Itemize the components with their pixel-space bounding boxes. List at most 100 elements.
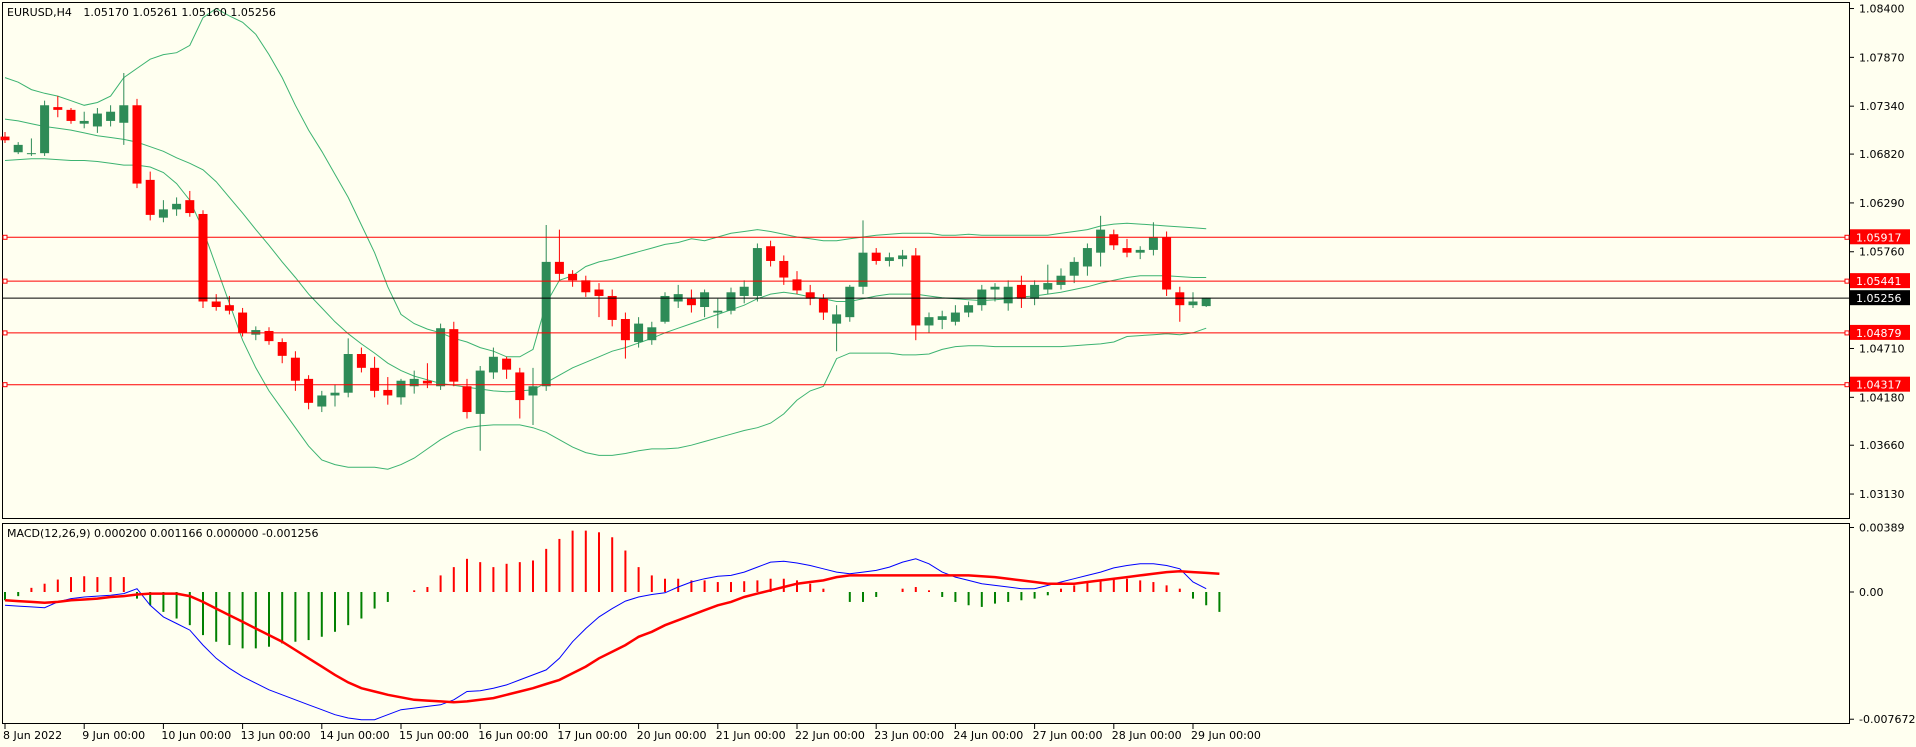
bullish-candle[interactable] bbox=[1069, 257, 1079, 284]
bearish-candle[interactable] bbox=[449, 321, 459, 387]
bearish-candle[interactable] bbox=[1109, 229, 1119, 250]
level-anchor-right[interactable] bbox=[1844, 330, 1850, 336]
bullish-candle[interactable] bbox=[924, 312, 934, 333]
bearish-candle[interactable] bbox=[620, 312, 630, 359]
bullish-candle[interactable] bbox=[752, 243, 762, 302]
bearish-candle[interactable] bbox=[568, 270, 578, 287]
bullish-candle[interactable] bbox=[436, 323, 446, 390]
bullish-candle[interactable] bbox=[713, 298, 723, 329]
bearish-candle[interactable] bbox=[370, 356, 380, 398]
bearish-candle[interactable] bbox=[779, 255, 789, 285]
bullish-candle[interactable] bbox=[13, 142, 23, 155]
bullish-candle[interactable] bbox=[119, 73, 129, 145]
bullish-candle[interactable] bbox=[396, 378, 406, 405]
bearish-candle[interactable] bbox=[277, 338, 287, 364]
bullish-candle[interactable] bbox=[739, 280, 749, 304]
level-anchor-left[interactable] bbox=[2, 234, 8, 240]
bullish-candle[interactable] bbox=[172, 197, 182, 216]
bearish-candle[interactable] bbox=[911, 248, 921, 341]
level-price-tag[interactable] bbox=[1850, 376, 1910, 392]
candles[interactable] bbox=[0, 73, 1211, 451]
bearish-candle[interactable] bbox=[224, 295, 234, 315]
level-anchor-left[interactable] bbox=[2, 278, 8, 284]
bullish-candle[interactable] bbox=[660, 292, 670, 324]
price-axis[interactable]: 1.08400 1.07870 1.07340 1.06820 1.06290 1.057… bbox=[1849, 3, 1910, 502]
bearish-candle[interactable] bbox=[132, 98, 142, 189]
bullish-candle[interactable] bbox=[1135, 246, 1145, 260]
macd-axis[interactable]: 0.00389 0.00 -0.007672 bbox=[1849, 521, 1915, 726]
bullish-candle[interactable] bbox=[964, 301, 974, 318]
level-price-tag[interactable] bbox=[1850, 229, 1910, 245]
bearish-candle[interactable] bbox=[1162, 231, 1172, 296]
bearish-candle[interactable] bbox=[515, 367, 525, 419]
bearish-candle[interactable] bbox=[502, 356, 512, 379]
level-anchor-left[interactable] bbox=[2, 330, 8, 336]
bullish-candle[interactable] bbox=[541, 225, 551, 391]
bullish-candle[interactable] bbox=[92, 108, 102, 133]
bearish-candle[interactable] bbox=[383, 377, 393, 405]
bullish-candle[interactable] bbox=[1201, 297, 1211, 308]
bullish-candle[interactable] bbox=[79, 111, 89, 129]
bearish-candle[interactable] bbox=[356, 347, 366, 373]
level-price-tag[interactable] bbox=[1850, 324, 1910, 340]
level-anchor-right[interactable] bbox=[1844, 278, 1850, 284]
bullish-candle[interactable] bbox=[475, 365, 485, 451]
bearish-candle[interactable] bbox=[594, 283, 604, 318]
bullish-candle[interactable] bbox=[343, 338, 353, 398]
bullish-candle[interactable] bbox=[158, 200, 168, 223]
bearish-candle[interactable] bbox=[686, 289, 696, 313]
bullish-candle[interactable] bbox=[106, 105, 116, 127]
current-price-tag[interactable] bbox=[1850, 290, 1910, 306]
bullish-candle[interactable] bbox=[858, 220, 868, 295]
bullish-candle[interactable] bbox=[1148, 222, 1158, 256]
bullish-candle[interactable] bbox=[1056, 268, 1066, 290]
bullish-candle[interactable] bbox=[950, 305, 960, 326]
bearish-candle[interactable] bbox=[1122, 238, 1132, 258]
bullish-candle[interactable] bbox=[884, 252, 894, 267]
bullish-candle[interactable] bbox=[898, 249, 908, 267]
bullish-candle[interactable] bbox=[40, 100, 50, 156]
bearish-candle[interactable] bbox=[422, 363, 432, 389]
bearish-candle[interactable] bbox=[304, 375, 314, 410]
bullish-candle[interactable] bbox=[1043, 264, 1053, 295]
bullish-candle[interactable] bbox=[1188, 292, 1198, 308]
bullish-candle[interactable] bbox=[1003, 280, 1013, 311]
bullish-candle[interactable] bbox=[1030, 280, 1040, 306]
bearish-candle[interactable] bbox=[792, 271, 802, 295]
bearish-candle[interactable] bbox=[462, 378, 472, 419]
bullish-candle[interactable] bbox=[409, 370, 419, 394]
bearish-candle[interactable] bbox=[1175, 286, 1185, 322]
bullish-candle[interactable] bbox=[832, 305, 842, 352]
bearish-candle[interactable] bbox=[53, 96, 63, 118]
bullish-candle[interactable] bbox=[330, 384, 340, 407]
bullish-candle[interactable] bbox=[726, 287, 736, 315]
bullish-candle[interactable] bbox=[317, 390, 327, 413]
bearish-candle[interactable] bbox=[805, 284, 815, 306]
bearish-candle[interactable] bbox=[145, 171, 155, 221]
bullish-candle[interactable] bbox=[26, 138, 36, 156]
bullish-candle[interactable] bbox=[937, 310, 947, 330]
bearish-candle[interactable] bbox=[66, 108, 76, 124]
bearish-candle[interactable] bbox=[766, 240, 776, 267]
bearish-candle[interactable] bbox=[198, 210, 208, 308]
level-price-tag[interactable] bbox=[1850, 273, 1910, 289]
bearish-candle[interactable] bbox=[0, 131, 10, 144]
level-anchor-right[interactable] bbox=[1844, 234, 1850, 240]
bullish-candle[interactable] bbox=[1082, 243, 1092, 276]
bearish-candle[interactable] bbox=[607, 289, 617, 327]
bullish-candle[interactable] bbox=[700, 289, 710, 318]
bearish-candle[interactable] bbox=[554, 229, 564, 281]
bullish-candle[interactable] bbox=[528, 367, 538, 425]
bearish-candle[interactable] bbox=[581, 275, 591, 297]
bearish-candle[interactable] bbox=[871, 248, 881, 265]
bullish-candle[interactable] bbox=[488, 347, 498, 379]
bearish-candle[interactable] bbox=[238, 307, 248, 337]
time-axis[interactable]: 8 Jun 2022 9 Jun 00:00 10 Jun 00:00 13 Jun … bbox=[3, 724, 1261, 742]
level-anchor-left[interactable] bbox=[2, 382, 8, 388]
bearish-candle[interactable] bbox=[264, 327, 274, 345]
bullish-candle[interactable] bbox=[1096, 215, 1106, 267]
level-anchor-right[interactable] bbox=[1844, 382, 1850, 388]
bearish-candle[interactable] bbox=[185, 190, 195, 217]
bearish-candle[interactable] bbox=[211, 294, 221, 311]
